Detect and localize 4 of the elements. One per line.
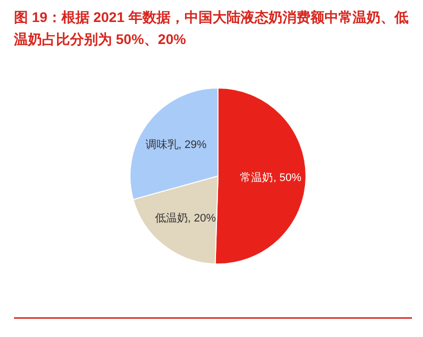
slice-label: 常温奶, 50% [240, 170, 302, 184]
slice-label: 低温奶, 20% [154, 212, 216, 225]
slice-label: 调味乳, 29% [145, 138, 207, 152]
chart-title: 图 19：根据 2021 年数据，中国大陆液态奶消费额中常温奶、低温奶占比分别为 50%、20% [14, 8, 410, 49]
